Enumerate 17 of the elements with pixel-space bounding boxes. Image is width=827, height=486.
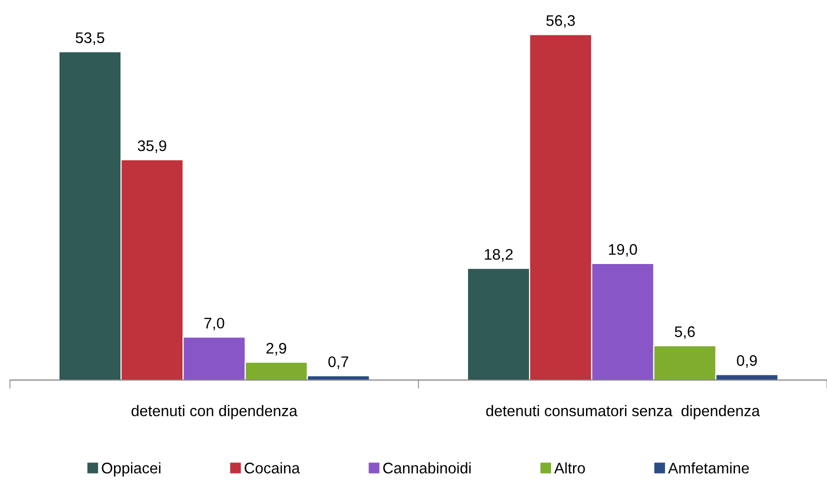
data-label: 7,0: [204, 318, 224, 330]
data-label: 0,7: [328, 356, 348, 369]
legend-label: Oppiacei: [102, 462, 160, 477]
data-label: 56,3: [546, 15, 575, 28]
legend-label: Cocaina: [244, 462, 300, 474]
data-label: 53,5: [76, 32, 104, 45]
data-label: 0,9: [736, 355, 757, 368]
data-label: 35,9: [138, 140, 166, 153]
data-label: 2,9: [266, 342, 286, 356]
x-tick-label: detenuti consumatori senza dipendenza: [486, 405, 760, 420]
x-tick-label: detenuti con dipendenza: [132, 405, 298, 420]
legend-label: Cannabinoidi: [383, 462, 471, 474]
data-label: 18,2: [484, 248, 513, 262]
legend-label: Amfetamine: [668, 462, 749, 474]
data-label: 5,6: [674, 326, 695, 339]
data-label: 19,0: [609, 244, 637, 257]
legend-label: Altro: [554, 462, 585, 474]
